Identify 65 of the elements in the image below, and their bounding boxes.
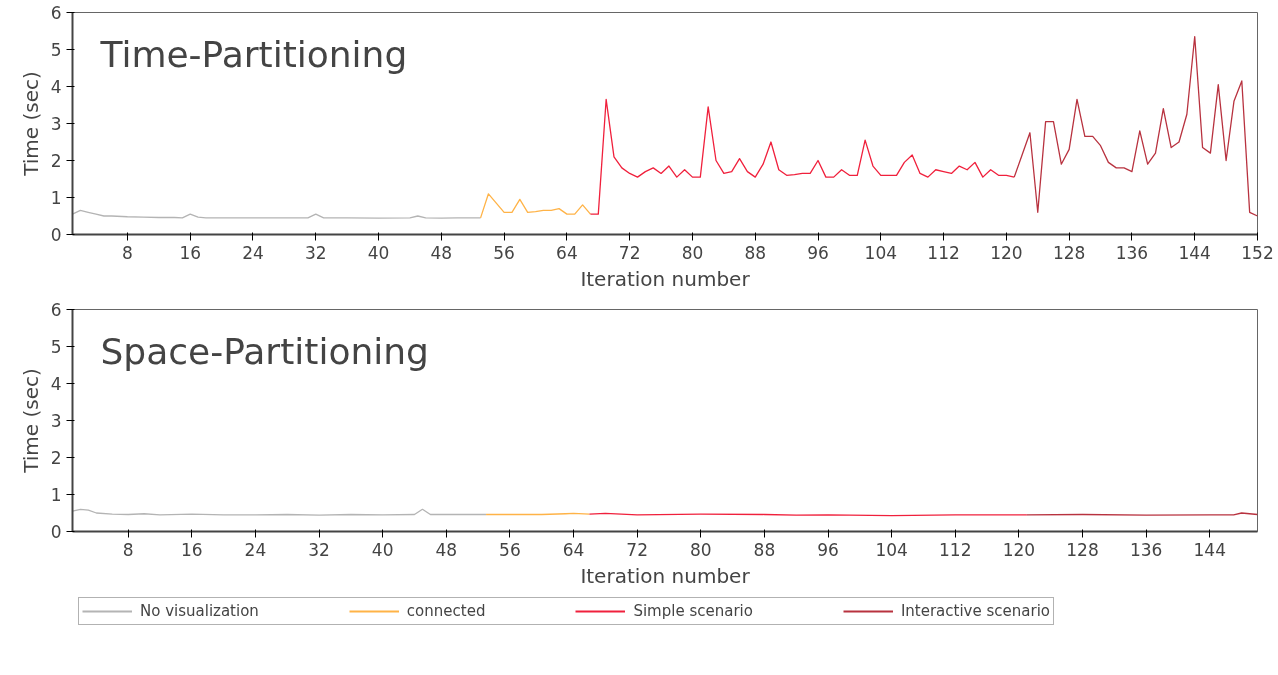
- y-axis-title: Time (sec): [18, 368, 43, 474]
- y-tick-label: 6: [50, 3, 62, 23]
- y-tick-label: 0: [50, 225, 62, 245]
- x-tick-label: 96: [807, 242, 829, 263]
- y-tick-label: 5: [50, 40, 62, 60]
- x-tick-label: 72: [618, 242, 641, 263]
- legend-label: Interactive scenario: [900, 602, 1050, 620]
- legend-label: No visualization: [140, 602, 259, 620]
- x-tick-label: 128: [1066, 539, 1099, 560]
- x-tick-label: 48: [430, 242, 453, 263]
- legend-label: connected: [406, 602, 486, 620]
- x-tick-label: 80: [681, 242, 704, 263]
- x-tick-label: 144: [1178, 242, 1211, 263]
- x-axis-title: Iteration number: [580, 266, 751, 291]
- x-tick-label: 24: [244, 539, 267, 560]
- y-tick-label: 2: [50, 151, 62, 171]
- line-series: [589, 98, 1015, 215]
- x-tick-label: 136: [1115, 242, 1149, 263]
- legend-label: Simple scenario: [633, 602, 753, 620]
- x-tick-label: 48: [435, 539, 458, 560]
- x-tick-label: 32: [304, 242, 327, 263]
- y-tick-label: 6: [50, 300, 62, 320]
- x-tick-label: 64: [562, 539, 585, 560]
- x-tick-label: 104: [864, 242, 898, 263]
- x-tick-label: 56: [493, 242, 515, 263]
- y-tick-label: 5: [50, 337, 62, 357]
- x-tick-label: 120: [990, 242, 1023, 263]
- y-axis-title: Time (sec): [18, 71, 43, 177]
- y-tick-label: 3: [50, 114, 62, 134]
- x-tick-label: 40: [371, 539, 394, 560]
- x-tick-label: 8: [122, 242, 133, 263]
- x-tick-label: 40: [367, 242, 390, 263]
- x-tick-label: 96: [817, 539, 839, 560]
- x-tick-label: 16: [180, 539, 203, 560]
- line-series: [72, 209, 482, 219]
- line-series: [1013, 35, 1258, 217]
- y-tick-label: 1: [50, 485, 62, 505]
- x-tick-label: 120: [1002, 539, 1036, 560]
- y-tick-label: 2: [50, 448, 62, 468]
- y-tick-label: 0: [50, 522, 62, 542]
- text: Time-Partitioning: [99, 33, 408, 75]
- x-tick-label: 56: [499, 539, 521, 560]
- x-tick-label: 24: [242, 242, 264, 263]
- x-tick-label: 112: [939, 539, 972, 560]
- x-tick-label: 80: [689, 539, 712, 560]
- x-tick-label: 64: [556, 242, 578, 263]
- x-tick-label: 136: [1129, 539, 1163, 560]
- x-tick-label: 72: [626, 539, 648, 560]
- x-tick-label: 104: [875, 539, 908, 560]
- x-tick-label: 88: [753, 539, 776, 560]
- x-tick-label: 152: [1241, 242, 1274, 263]
- x-tick-label: 88: [744, 242, 767, 263]
- x-axis-title: Iteration number: [580, 563, 751, 588]
- y-tick-label: 4: [50, 374, 62, 394]
- y-tick-label: 1: [50, 188, 62, 208]
- x-tick-label: 128: [1052, 242, 1086, 263]
- text: Space-Partitioning: [100, 330, 429, 372]
- x-tick-label: 16: [179, 242, 202, 263]
- x-tick-label: 144: [1193, 539, 1227, 560]
- x-tick-label: 8: [122, 539, 134, 560]
- y-tick-label: 3: [50, 411, 62, 431]
- line-series: [479, 193, 592, 219]
- x-tick-label: 112: [927, 242, 960, 263]
- x-tick-label: 32: [308, 539, 330, 560]
- y-tick-label: 4: [50, 77, 62, 97]
